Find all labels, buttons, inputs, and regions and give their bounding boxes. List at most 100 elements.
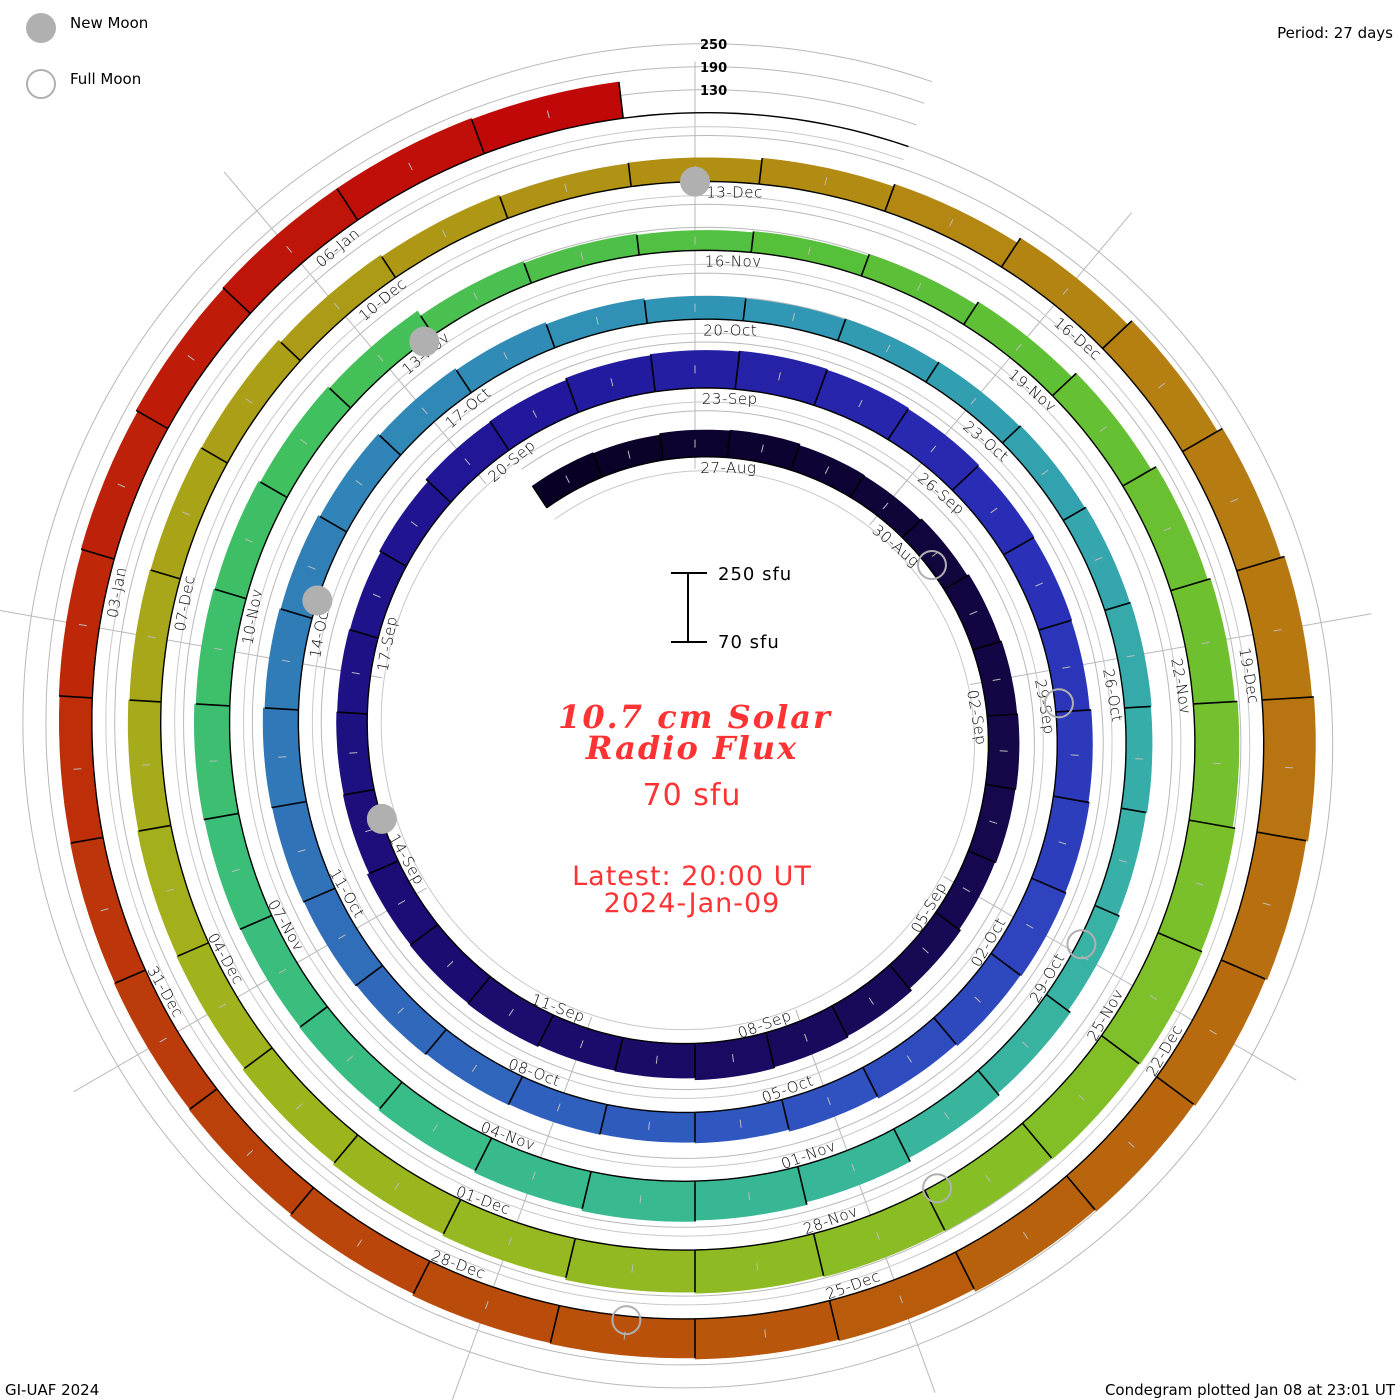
day-separator bbox=[203, 812, 239, 821]
day-tick bbox=[824, 177, 828, 186]
day-separator bbox=[987, 713, 1018, 717]
day-tick bbox=[1163, 527, 1172, 532]
day-tick bbox=[989, 820, 998, 824]
day-tick bbox=[246, 1149, 254, 1157]
current-flux-value: 70 sfu bbox=[643, 778, 742, 813]
scale-bar-top-label: 250 sfu bbox=[718, 564, 792, 585]
day-separator bbox=[1220, 959, 1266, 980]
scale-bar bbox=[671, 572, 707, 643]
day-separator bbox=[1182, 427, 1223, 453]
day-separator bbox=[499, 196, 509, 219]
day-separator bbox=[303, 887, 336, 903]
day-tick bbox=[78, 623, 87, 627]
legend-new-moon-label: New Moon bbox=[70, 14, 148, 32]
scale-label-250: 250 bbox=[700, 38, 727, 53]
day-tick bbox=[218, 1003, 227, 1009]
day-tick bbox=[648, 1121, 651, 1130]
day-separator bbox=[627, 162, 632, 187]
day-tick bbox=[827, 1097, 831, 1106]
day-separator bbox=[545, 324, 556, 349]
day-separator bbox=[1001, 425, 1022, 444]
flux-bar bbox=[129, 569, 181, 703]
day-tick bbox=[308, 565, 316, 570]
day-tick bbox=[922, 947, 929, 954]
day-separator bbox=[1102, 320, 1133, 350]
day-tick bbox=[1273, 629, 1282, 632]
day-separator bbox=[239, 914, 273, 930]
flux-bar bbox=[455, 322, 556, 394]
flux-bar bbox=[319, 433, 402, 533]
day-separator bbox=[789, 445, 801, 471]
day-separator bbox=[280, 608, 313, 620]
day-separator bbox=[410, 923, 439, 946]
day-tick bbox=[1022, 1041, 1029, 1048]
day-separator bbox=[1062, 506, 1087, 522]
flux-bar bbox=[337, 629, 379, 715]
day-tick bbox=[333, 302, 340, 310]
day-separator bbox=[129, 699, 162, 703]
day-separator bbox=[1045, 993, 1071, 1014]
day-separator bbox=[1094, 904, 1120, 917]
day-separator bbox=[1156, 1076, 1195, 1105]
day-separator bbox=[1051, 372, 1077, 397]
day-separator bbox=[1122, 466, 1157, 487]
day-separator bbox=[150, 569, 181, 580]
day-tick bbox=[824, 466, 830, 474]
day-tick bbox=[792, 313, 795, 322]
day-tick bbox=[1230, 498, 1239, 503]
day-separator bbox=[813, 369, 828, 406]
day-separator bbox=[765, 1032, 776, 1069]
day-separator bbox=[467, 976, 492, 1004]
day-tick bbox=[739, 1119, 742, 1128]
day-separator bbox=[860, 254, 870, 277]
flux-bar bbox=[272, 801, 336, 903]
day-tick bbox=[166, 888, 175, 892]
flux-bar bbox=[1256, 696, 1316, 842]
flux-bar bbox=[694, 1166, 808, 1221]
day-tick bbox=[1062, 288, 1069, 295]
day-tick bbox=[556, 1103, 561, 1112]
flux-bar bbox=[565, 355, 656, 413]
day-tick bbox=[985, 1174, 991, 1183]
day-tick bbox=[244, 538, 253, 543]
day-separator bbox=[636, 235, 640, 256]
day-separator bbox=[260, 481, 288, 499]
day-separator bbox=[59, 695, 93, 699]
day-separator bbox=[977, 1069, 1000, 1096]
day-tick bbox=[623, 1331, 626, 1340]
day-separator bbox=[1000, 237, 1022, 268]
day-tick bbox=[1099, 426, 1107, 432]
day-tick bbox=[1149, 995, 1158, 1001]
baseline-spiral bbox=[91, 111, 1265, 1320]
day-tick bbox=[508, 1008, 514, 1017]
scale-label-190: 190 bbox=[700, 61, 727, 76]
day-separator bbox=[1038, 619, 1072, 631]
day-tick bbox=[992, 678, 1001, 682]
day-separator bbox=[299, 1006, 328, 1028]
day-separator bbox=[1003, 536, 1034, 556]
day-tick bbox=[394, 1182, 400, 1190]
day-separator bbox=[924, 1190, 946, 1231]
date-label: 20-Oct bbox=[703, 321, 757, 339]
day-tick bbox=[1062, 666, 1071, 669]
day-separator bbox=[726, 430, 732, 458]
day-tick bbox=[944, 1112, 950, 1120]
day-separator bbox=[990, 952, 1021, 976]
day-separator bbox=[614, 1037, 624, 1071]
day-separator bbox=[742, 298, 747, 321]
day-separator bbox=[1104, 601, 1131, 612]
day-tick bbox=[1195, 882, 1204, 886]
day-separator bbox=[114, 969, 146, 984]
day-tick bbox=[876, 1232, 880, 1241]
day-tick bbox=[231, 868, 240, 873]
flux-bar bbox=[489, 379, 579, 451]
day-tick bbox=[546, 110, 550, 119]
day-tick bbox=[346, 1055, 354, 1062]
day-separator bbox=[201, 447, 228, 464]
flux-bar bbox=[342, 789, 399, 874]
new-moon-icon bbox=[680, 166, 710, 197]
flux-bar bbox=[260, 386, 351, 498]
day-tick bbox=[1126, 654, 1135, 658]
bars-layer bbox=[58, 81, 1316, 1360]
